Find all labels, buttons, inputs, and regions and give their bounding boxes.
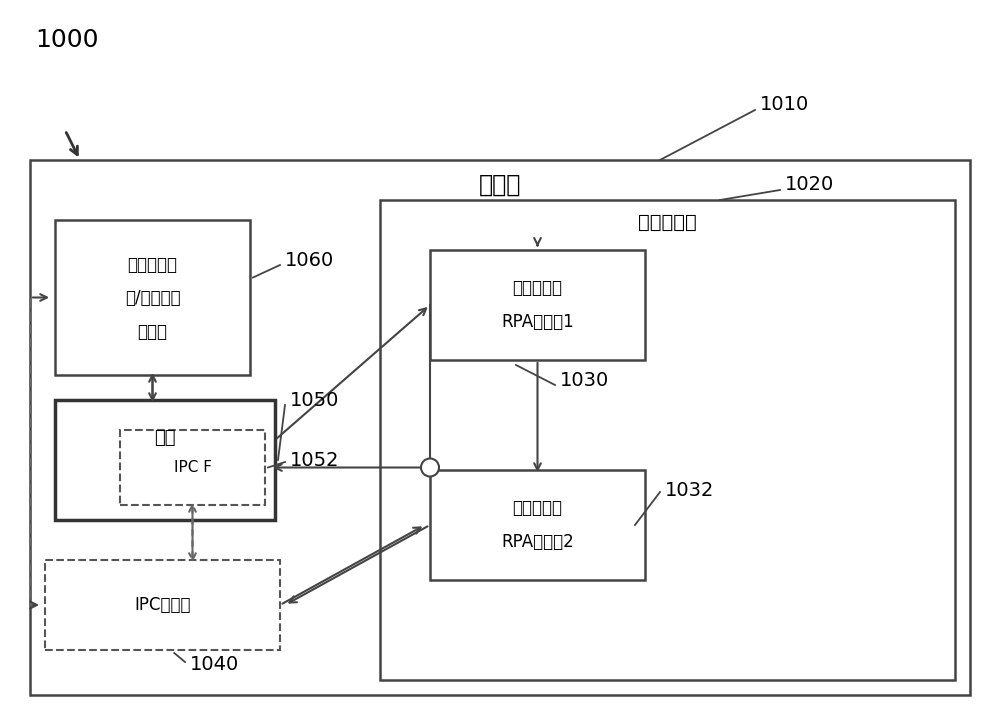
Text: 驱动: 驱动 xyxy=(154,429,176,447)
Text: 的对象: 的对象 xyxy=(138,323,168,341)
Text: 1020: 1020 xyxy=(785,175,834,195)
Text: RPA机器人2: RPA机器人2 xyxy=(501,533,574,551)
Text: 1032: 1032 xyxy=(665,481,714,500)
Text: RPA机器人1: RPA机器人1 xyxy=(501,313,574,331)
Bar xyxy=(380,200,955,680)
Text: 1052: 1052 xyxy=(290,450,340,469)
Text: 客户端会话: 客户端会话 xyxy=(638,213,697,232)
Text: 主会话应用: 主会话应用 xyxy=(128,256,178,274)
Bar xyxy=(45,560,280,650)
Bar xyxy=(430,470,645,580)
Text: 1030: 1030 xyxy=(560,371,609,390)
Text: 和/或相关联: 和/或相关联 xyxy=(125,289,180,307)
Bar xyxy=(55,400,275,520)
Text: 主会话: 主会话 xyxy=(479,173,521,197)
Bar xyxy=(120,430,265,505)
Text: 1040: 1040 xyxy=(190,655,239,675)
Text: 1000: 1000 xyxy=(35,28,98,52)
Text: 1050: 1050 xyxy=(290,390,339,410)
Bar xyxy=(430,250,645,360)
Text: IPC F: IPC F xyxy=(174,460,212,475)
Bar xyxy=(30,160,970,695)
Text: 1060: 1060 xyxy=(285,251,334,269)
Text: IPC促进器: IPC促进器 xyxy=(134,596,191,614)
Text: 客户端会话: 客户端会话 xyxy=(512,499,562,517)
Circle shape xyxy=(421,458,439,476)
Text: 客户端会话: 客户端会话 xyxy=(512,279,562,297)
Text: 1010: 1010 xyxy=(760,96,809,114)
Bar xyxy=(55,220,250,375)
